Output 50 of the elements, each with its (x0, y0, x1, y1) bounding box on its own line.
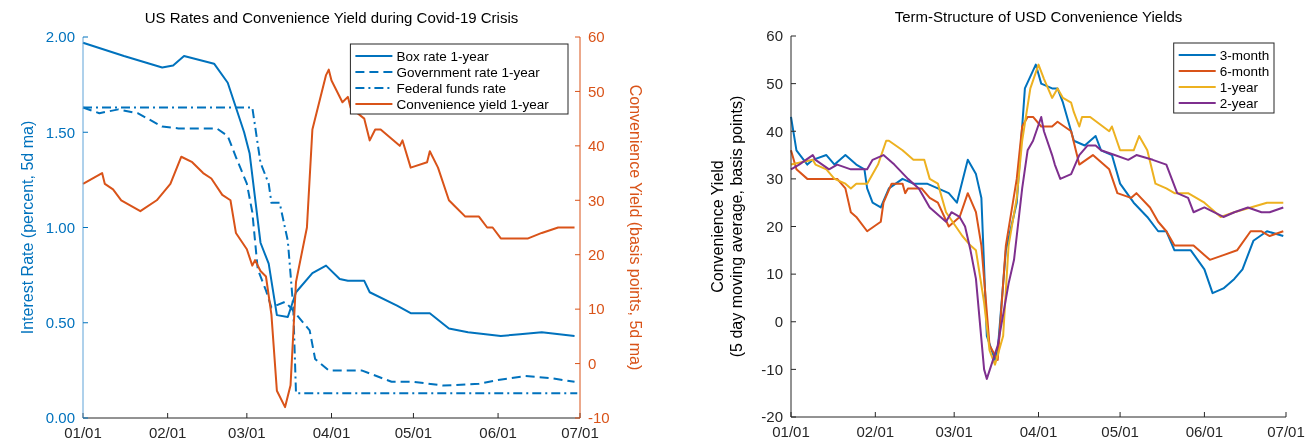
y2-tick-label: 0 (588, 354, 597, 372)
x-tick-label: 07/01 (561, 424, 599, 441)
chart-title: Term-Structure of USD Convenience Yields (894, 8, 1183, 25)
y-tick-label: 20 (766, 217, 783, 235)
y2-tick-label: 50 (588, 82, 605, 100)
y-tick-label: 0.00 (45, 409, 75, 427)
legend-label: 1-year (1219, 79, 1259, 95)
x-tick-label: 07/01 (1267, 423, 1305, 440)
y-tick-label: 2.00 (45, 28, 75, 46)
y-tick-label: 30 (766, 170, 783, 188)
x-tick-label: 06/01 (479, 424, 517, 441)
y-tick-label: 0.50 (45, 314, 75, 331)
y2-tick-label: 60 (588, 28, 605, 46)
y-tick-label: -10 (761, 360, 783, 378)
x-tick-label: 03/01 (935, 423, 973, 440)
x-tick-label: 03/01 (228, 424, 266, 441)
y-tick-label: 1.00 (45, 218, 75, 236)
x-tick-label: 04/01 (1019, 423, 1058, 440)
x-tick-label: 02/01 (856, 423, 895, 440)
y-axis-title: Interest Rate (percent, 5d ma) (19, 120, 36, 335)
line-series (82, 68, 576, 409)
x-tick-label: 01/01 (772, 423, 810, 440)
x-tick-label: 01/01 (64, 424, 102, 441)
legend-label: 6-month (1219, 63, 1270, 79)
y2-tick-label: -10 (588, 409, 610, 427)
y2-tick-label: 20 (588, 245, 605, 263)
y-tick-label: 0 (774, 313, 783, 330)
x-tick-label: 04/01 (312, 424, 351, 441)
legend-label: 2-year (1219, 95, 1259, 111)
y2-tick-label: 40 (588, 137, 605, 155)
x-tick-label: 05/01 (394, 424, 433, 441)
y-tick-label: 10 (766, 265, 783, 283)
y-tick-label: 40 (766, 122, 783, 140)
legend-label: Convenience yield 1-year (396, 96, 550, 112)
y2-tick-label: 10 (588, 300, 605, 318)
x-tick-label: 06/01 (1185, 423, 1224, 440)
legend-label: Federal funds rate (396, 80, 506, 96)
y-tick-label: -20 (761, 408, 783, 426)
x-tick-label: 05/01 (1101, 423, 1139, 440)
y2-axis-title: Convenience Yield (basis points, 5d ma) (627, 84, 644, 371)
legend-label: 3-month (1219, 47, 1270, 63)
chart-title: US Rates and Convenience Yield during Covid-19 Crisis (144, 9, 519, 26)
legend-label: Box rate 1-year (396, 48, 490, 64)
y-tick-label: 60 (766, 27, 783, 45)
legend-label: Government rate 1-year (396, 64, 541, 80)
y-tick-label: 50 (766, 74, 783, 92)
x-tick-label: 02/01 (148, 424, 187, 441)
y-axis-title: Convenience Yield (5 day moving average, basis points) (709, 95, 745, 358)
y2-tick-label: 30 (588, 191, 605, 209)
y-tick-label: 1.50 (45, 123, 75, 141)
